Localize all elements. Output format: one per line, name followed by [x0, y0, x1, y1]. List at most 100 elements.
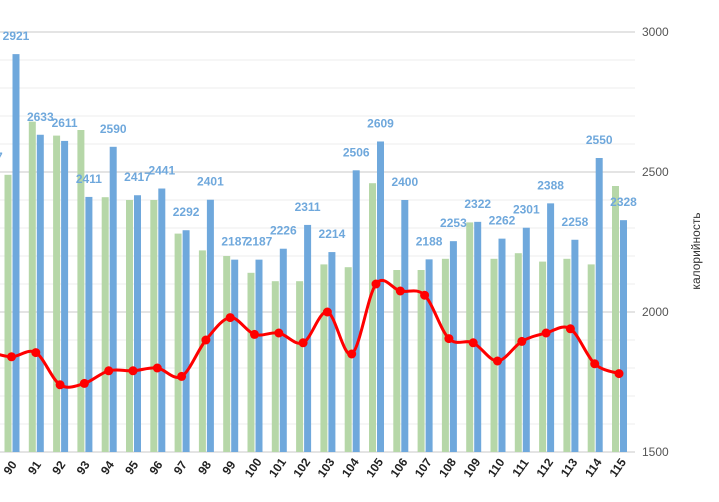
- bar-blue: [498, 238, 506, 452]
- line-point: [55, 380, 65, 390]
- bar-green: [393, 270, 401, 452]
- bar-blue: [231, 259, 239, 452]
- data-label: 2441: [148, 164, 175, 178]
- x-tick-label: 98: [195, 458, 214, 477]
- bar-green: [344, 267, 352, 452]
- bar-blue: [352, 170, 360, 452]
- data-label: 2417: [124, 170, 151, 184]
- bar-green: [28, 121, 36, 452]
- data-label: 2187: [246, 235, 273, 249]
- bar-green: [612, 186, 619, 452]
- data-label: 2590: [100, 122, 127, 136]
- line-point: [347, 349, 357, 359]
- bar-green: [198, 250, 206, 452]
- bar-blue: [182, 230, 190, 452]
- x-axis-ticks: 90 91 92 93 94 95 96 97 98 99 100 101 102 103 104 105 10…: [1, 455, 630, 480]
- y-tick-label: 2000: [642, 305, 669, 319]
- x-tick-label: 107: [412, 455, 435, 480]
- x-tick-label: 105: [363, 455, 386, 480]
- bar-blue: [571, 239, 579, 452]
- line-point: [79, 378, 89, 388]
- line-point: [517, 336, 527, 346]
- x-tick-label: 102: [290, 455, 313, 480]
- line-point: [274, 328, 284, 338]
- bar-green: [563, 258, 571, 452]
- x-tick-label: 104: [339, 455, 362, 480]
- line-point: [493, 356, 502, 366]
- bar-blue: [12, 54, 20, 453]
- line-point: [322, 307, 332, 317]
- bar-green: [296, 281, 304, 452]
- line-point: [201, 335, 211, 345]
- data-label: 2550: [586, 133, 613, 147]
- data-label: 2400: [391, 175, 418, 189]
- x-tick-label: 101: [266, 455, 289, 480]
- x-tick-label: 109: [460, 455, 483, 480]
- data-label: 2401: [197, 175, 224, 189]
- bar-green: [174, 233, 182, 452]
- x-tick-label: 94: [98, 458, 117, 477]
- x-tick-label: 103: [315, 455, 338, 480]
- x-tick-label: 115: [606, 455, 629, 479]
- line-point: [31, 348, 41, 358]
- bar-green: [77, 130, 85, 452]
- x-tick-label: 100: [242, 455, 265, 480]
- bar-green: [466, 222, 474, 452]
- bar-blue: [61, 140, 69, 453]
- line-point: [225, 313, 235, 323]
- bar-green: [490, 258, 498, 452]
- bar-blue: [328, 252, 336, 452]
- data-label: 2311: [295, 200, 321, 214]
- x-tick-label: 112: [534, 455, 557, 479]
- bar-blue: [474, 221, 482, 452]
- line-point: [298, 338, 308, 348]
- y-tick-label: 2500: [642, 165, 669, 179]
- x-tick-label: 90: [1, 458, 20, 477]
- bar-blue: [377, 141, 384, 453]
- bar-green: [53, 135, 61, 452]
- data-label: 2188: [416, 234, 443, 248]
- x-tick-label: 106: [388, 455, 411, 480]
- x-tick-label: 91: [25, 458, 44, 477]
- data-label: 2258: [562, 215, 589, 229]
- x-tick-label: 114: [582, 455, 605, 479]
- bar-green: [417, 270, 425, 452]
- bar-green: [539, 261, 547, 452]
- line-point: [468, 338, 478, 348]
- data-label: 2609: [367, 116, 394, 130]
- bar-green: [320, 264, 328, 452]
- line-point: [565, 324, 575, 334]
- line-point: [614, 369, 624, 379]
- data-label: 2611: [52, 116, 78, 130]
- bar-green: [247, 272, 255, 452]
- y-tick-label: 1500: [642, 445, 669, 459]
- x-tick-label: 110: [485, 455, 508, 479]
- data-label: 2262: [489, 214, 516, 228]
- data-label: 2253: [440, 216, 467, 230]
- line-series: [0, 278, 624, 390]
- bar-series: [4, 54, 627, 453]
- data-label: 2506: [343, 145, 370, 159]
- line-point: [420, 290, 430, 300]
- bar-blue: [134, 195, 141, 453]
- x-tick-label: 97: [171, 458, 190, 477]
- line-point: [590, 359, 600, 369]
- data-label: 2187: [221, 235, 248, 249]
- line-point: [250, 329, 259, 339]
- y-tick-label: 3000: [642, 25, 669, 39]
- data-label: 2214: [319, 227, 346, 241]
- x-tick-label: 111: [509, 456, 531, 480]
- bar-blue: [109, 146, 117, 453]
- data-label: 2292: [173, 205, 200, 219]
- line-point: [444, 334, 454, 344]
- line-point: [541, 328, 551, 338]
- data-label: 2301: [513, 203, 540, 217]
- x-tick-label: 113: [558, 455, 581, 479]
- line-point: [128, 366, 138, 376]
- line-point: [104, 366, 114, 376]
- bar-blue: [158, 188, 166, 452]
- y-axis-label: калорийность: [689, 212, 703, 289]
- bar-blue: [620, 220, 627, 452]
